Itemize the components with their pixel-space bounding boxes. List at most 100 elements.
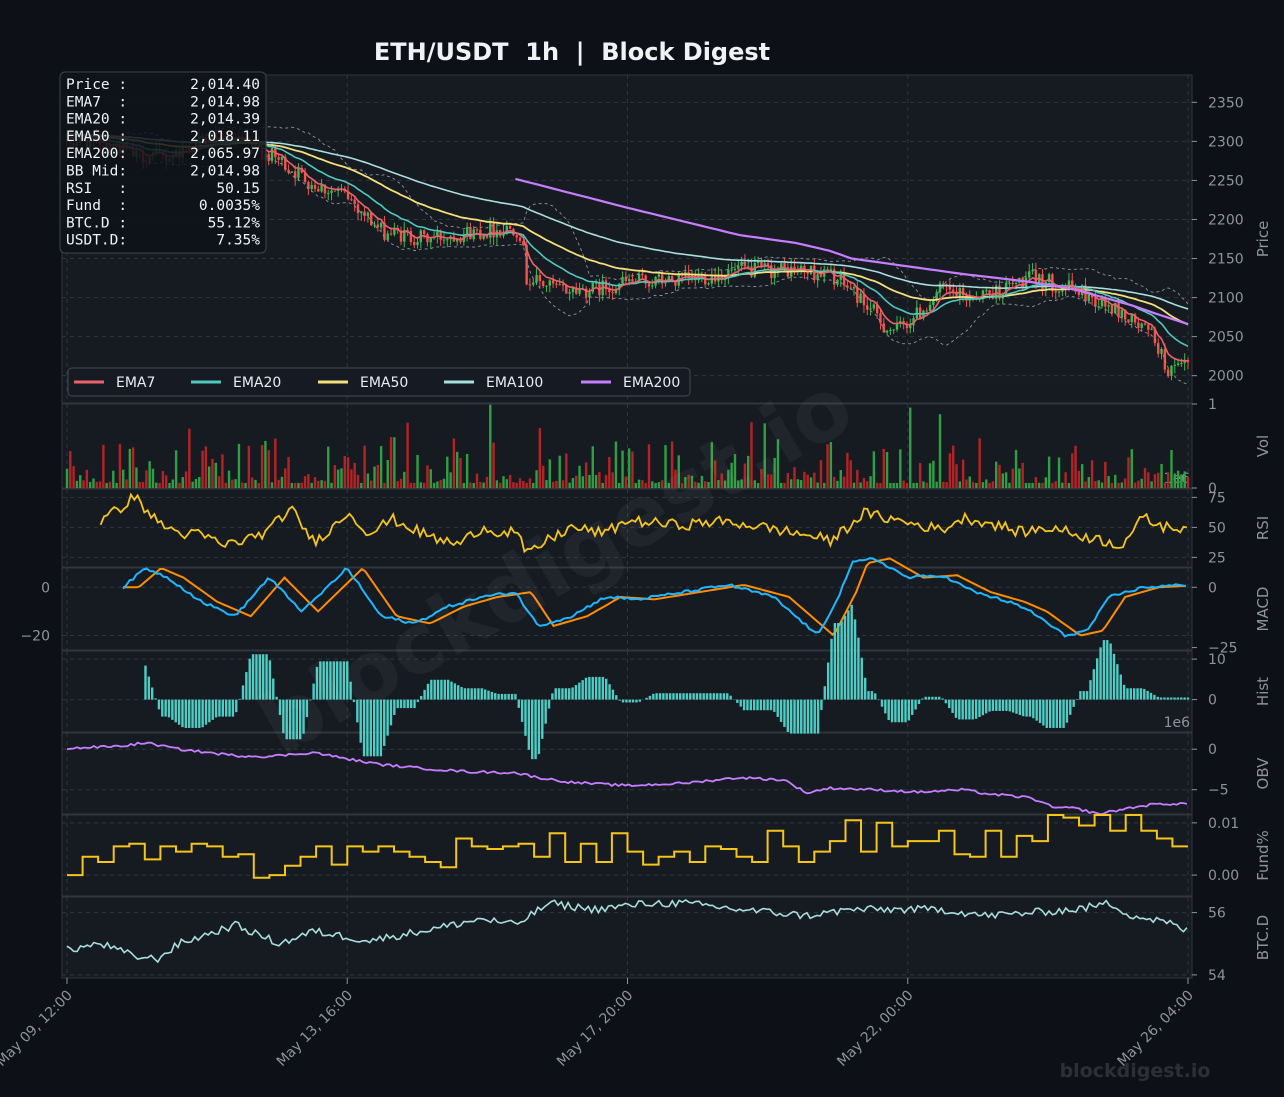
hist-bar — [776, 699, 779, 717]
candle-body — [346, 191, 350, 200]
hist-bar — [884, 699, 887, 714]
volume-bar — [416, 454, 419, 488]
candle-body — [985, 290, 988, 292]
candle-body — [515, 235, 518, 238]
volume-bar — [664, 445, 667, 488]
candle-body — [836, 279, 839, 285]
candle-body — [885, 330, 889, 333]
candle-body — [942, 283, 945, 285]
legend-label-ema50: EMA50 — [360, 375, 408, 391]
hist-bar — [584, 677, 588, 700]
hist-bar — [426, 683, 430, 700]
tick-label-price: 2000 — [1208, 369, 1244, 385]
hist-bar — [608, 684, 611, 700]
candle-body — [561, 284, 565, 286]
hist-bar — [924, 696, 927, 700]
volume-bar — [856, 469, 859, 488]
candle-body — [594, 282, 598, 284]
volume-bar — [234, 479, 237, 488]
candle-body — [641, 273, 644, 276]
volume-bar — [988, 482, 991, 488]
hist-bar — [1156, 696, 1159, 700]
hist-bar — [1062, 699, 1065, 728]
hist-bar — [467, 688, 470, 700]
candle-body — [370, 212, 373, 226]
volume-bar — [852, 482, 856, 488]
volume-bar — [829, 442, 833, 488]
tick-label-price: 2150 — [1208, 252, 1244, 268]
hist-bar — [1028, 699, 1032, 717]
panels: 2000 2050 2100 2150 2200 2250 2300 2350 Price 0 1 V… — [20, 74, 1272, 984]
hist-bar — [278, 699, 282, 715]
hist-bar — [1038, 699, 1042, 724]
hist-bar — [635, 699, 638, 703]
hist-bar — [483, 689, 487, 700]
volume-bar — [1077, 470, 1081, 488]
hist-bar — [1139, 688, 1143, 700]
candle-body — [333, 190, 337, 192]
hist-bar — [261, 654, 265, 700]
macd-left-tick: 0 — [41, 580, 50, 596]
volume-bar — [168, 482, 171, 488]
volume-bar — [270, 482, 274, 488]
ylabel-fund: Fund% — [1254, 830, 1272, 881]
info-label: EMA7 : — [66, 94, 127, 110]
hist-bar — [1186, 697, 1190, 700]
volume-bar — [1140, 478, 1143, 488]
volume-bar — [1057, 457, 1061, 488]
volume-bar — [518, 478, 522, 488]
hist-bar — [265, 654, 268, 700]
volume-bar — [69, 451, 72, 488]
volume-bar — [1114, 474, 1117, 488]
volume-bar — [588, 474, 591, 488]
volume-bar — [360, 482, 363, 488]
volume-bar — [1004, 472, 1008, 488]
hist-bar — [1008, 699, 1011, 712]
volume-bar — [885, 452, 889, 488]
candle-body — [872, 304, 876, 309]
hist-bar — [457, 685, 460, 700]
hist-bar — [1032, 699, 1035, 719]
volume-bar — [1051, 482, 1054, 488]
offset-label-hist: 1e6 — [1164, 715, 1191, 731]
volume-bar — [697, 482, 700, 488]
hist-bar — [786, 699, 790, 732]
hist-bar — [571, 687, 574, 700]
tick-label-price: 2200 — [1208, 212, 1244, 228]
tick-label-vol: 0 — [1208, 481, 1217, 497]
hist-bar — [147, 676, 151, 700]
candle-body — [856, 287, 859, 303]
candle-body — [1140, 323, 1143, 328]
volume-bar — [260, 445, 264, 488]
volume-bar — [409, 482, 413, 488]
hist-bar — [366, 699, 369, 757]
hist-bar — [894, 699, 897, 723]
volume-bar — [198, 476, 201, 488]
volume-bar — [971, 481, 975, 488]
candle-body — [1180, 363, 1183, 365]
candle-body — [952, 289, 955, 292]
volume-bar — [647, 444, 651, 488]
volume-bar — [482, 482, 485, 488]
hist-bar — [961, 699, 964, 720]
volume-bar — [849, 460, 852, 488]
ylabel-hist: Hist — [1254, 677, 1272, 706]
hist-bar — [837, 623, 840, 700]
hist-bar — [436, 679, 440, 700]
hist-bar — [1089, 680, 1092, 700]
volume-bar — [515, 482, 518, 488]
volume-bar — [303, 476, 307, 488]
hist-bar — [231, 699, 235, 717]
volume-bar — [439, 479, 442, 488]
volume-bar — [171, 479, 175, 488]
hist-bar — [332, 661, 335, 700]
volume-bar — [707, 482, 710, 488]
candle-body — [879, 313, 882, 324]
volume-bar — [641, 480, 644, 488]
volume-bar — [770, 474, 773, 488]
candle-body — [1037, 274, 1041, 285]
candle-body — [1163, 349, 1167, 370]
volume-bar — [165, 475, 168, 488]
hist-bar — [204, 699, 208, 725]
candle-body — [670, 276, 674, 281]
